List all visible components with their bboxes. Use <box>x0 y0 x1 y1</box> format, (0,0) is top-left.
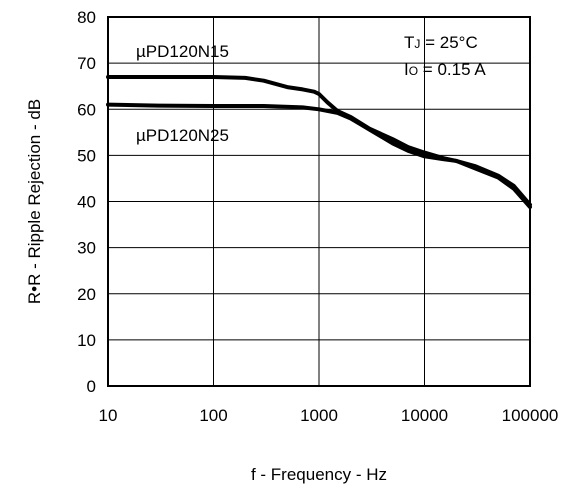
junction-temperature-annotation: TJ = 25°C <box>404 33 478 52</box>
y-tick-label: 80 <box>77 8 96 27</box>
y-tick-label: 70 <box>77 54 96 73</box>
series-line-upd120n25 <box>106 102 532 209</box>
y-tick-label: 60 <box>77 100 96 119</box>
series-lines <box>106 75 532 209</box>
y-tick-label: 40 <box>77 193 96 212</box>
io-value: = 0.15 A <box>418 60 486 79</box>
x-tick-label: 1000 <box>300 406 338 425</box>
y-tick-label: 0 <box>87 377 96 396</box>
y-tick-label: 10 <box>77 331 96 350</box>
output-current-annotation: IO = 0.15 A <box>404 60 486 79</box>
tj-prefix: T <box>404 33 414 52</box>
tj-subscript: J <box>414 37 420 51</box>
tj-value: = 25°C <box>420 33 477 52</box>
io-subscript: O <box>409 64 418 78</box>
y-tick-labels: 0 10 20 30 40 50 60 70 80 <box>77 8 96 396</box>
y-tick-label: 20 <box>77 285 96 304</box>
x-tick-label: 10000 <box>401 406 448 425</box>
series-label-upd120n15: µPD120N15 <box>136 42 229 61</box>
x-tick-label: 10 <box>99 406 118 425</box>
y-tick-label: 30 <box>77 239 96 258</box>
x-tick-labels: 10 100 1000 10000 100000 <box>99 406 559 425</box>
io-prefix: I <box>404 60 409 79</box>
y-axis-label: R•R - Ripple Rejection - dB <box>25 99 44 304</box>
x-tick-label: 100 <box>199 406 227 425</box>
x-axis-label: f - Frequency - Hz <box>251 465 387 484</box>
x-tick-label: 100000 <box>502 406 559 425</box>
y-tick-label: 50 <box>77 146 96 165</box>
plot-frame <box>107 16 531 387</box>
series-label-upd120n25: µPD120N25 <box>136 126 229 145</box>
